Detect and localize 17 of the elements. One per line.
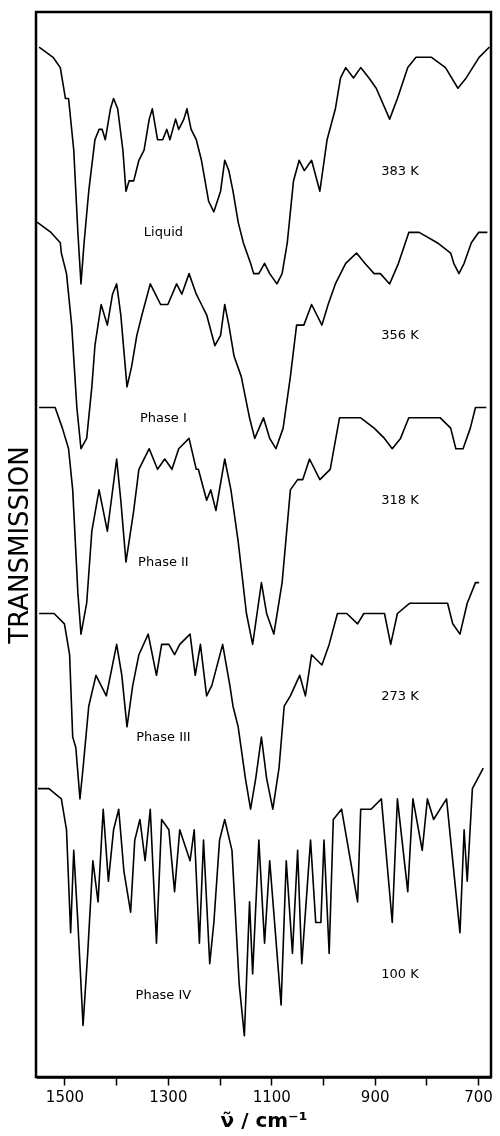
x-tick-label: 1100 [252,1087,291,1106]
y-axis-title: TRANSMISSION [3,446,34,645]
annotation: Phase II [138,554,189,570]
annotation: Phase IV [135,986,192,1002]
annotation: 273 K [381,687,420,703]
annotation: 318 K [381,492,420,508]
x-tick-label: 900 [360,1087,390,1106]
x-tick-label: 1500 [45,1087,85,1106]
x-tick-label: 1300 [149,1087,188,1106]
x-axis-title: ν̃ / cm⁻¹ [220,1107,308,1132]
annotation: 356 K [381,327,420,343]
annotation: Phase III [136,729,191,745]
annotation: 100 K [381,966,420,981]
x-tick-label: 700 [464,1087,493,1106]
annotation: 383 K [381,162,420,178]
annotation: Liquid [143,224,184,240]
annotation: Phase I [140,409,187,425]
